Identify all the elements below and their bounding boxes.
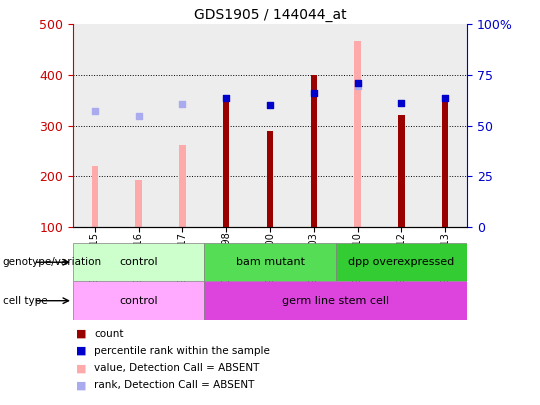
Bar bbox=[292, 24, 336, 227]
Text: bam mutant: bam mutant bbox=[235, 257, 305, 267]
Point bbox=[309, 90, 318, 96]
Bar bbox=[380, 24, 423, 227]
Text: ■: ■ bbox=[76, 363, 86, 373]
Bar bbox=[354, 41, 361, 227]
Bar bbox=[248, 24, 292, 227]
Bar bbox=[423, 24, 467, 227]
Bar bbox=[204, 24, 248, 227]
Text: rank, Detection Call = ABSENT: rank, Detection Call = ABSENT bbox=[94, 380, 255, 390]
Text: dpp overexpressed: dpp overexpressed bbox=[348, 257, 455, 267]
Bar bbox=[310, 75, 317, 227]
Bar bbox=[73, 24, 117, 227]
Point bbox=[178, 101, 187, 108]
Text: ■: ■ bbox=[76, 346, 86, 356]
Title: GDS1905 / 144044_at: GDS1905 / 144044_at bbox=[194, 8, 346, 22]
Text: germ line stem cell: germ line stem cell bbox=[282, 296, 389, 306]
Bar bbox=[442, 100, 449, 227]
Point bbox=[91, 108, 99, 115]
Bar bbox=[136, 180, 142, 227]
Bar bbox=[398, 115, 404, 227]
Bar bbox=[223, 100, 230, 227]
Text: percentile rank within the sample: percentile rank within the sample bbox=[94, 346, 271, 356]
Text: control: control bbox=[119, 296, 158, 306]
Point bbox=[134, 113, 143, 120]
Bar bbox=[179, 145, 186, 227]
Point bbox=[441, 94, 449, 101]
Bar bbox=[117, 24, 160, 227]
Text: genotype/variation: genotype/variation bbox=[3, 258, 102, 267]
Point bbox=[222, 94, 231, 101]
Bar bbox=[73, 281, 204, 320]
Bar bbox=[204, 243, 336, 281]
Text: cell type: cell type bbox=[3, 296, 48, 306]
Point bbox=[266, 102, 274, 109]
Bar bbox=[267, 130, 273, 227]
Bar bbox=[204, 281, 467, 320]
Point bbox=[353, 83, 362, 90]
Bar bbox=[91, 166, 98, 227]
Point bbox=[397, 100, 406, 106]
Bar bbox=[160, 24, 204, 227]
Text: count: count bbox=[94, 329, 124, 339]
Text: value, Detection Call = ABSENT: value, Detection Call = ABSENT bbox=[94, 363, 260, 373]
Bar bbox=[336, 24, 380, 227]
Text: ■: ■ bbox=[76, 329, 86, 339]
Text: ■: ■ bbox=[76, 380, 86, 390]
Point bbox=[353, 79, 362, 86]
Bar bbox=[73, 243, 204, 281]
Bar bbox=[336, 243, 467, 281]
Text: control: control bbox=[119, 257, 158, 267]
